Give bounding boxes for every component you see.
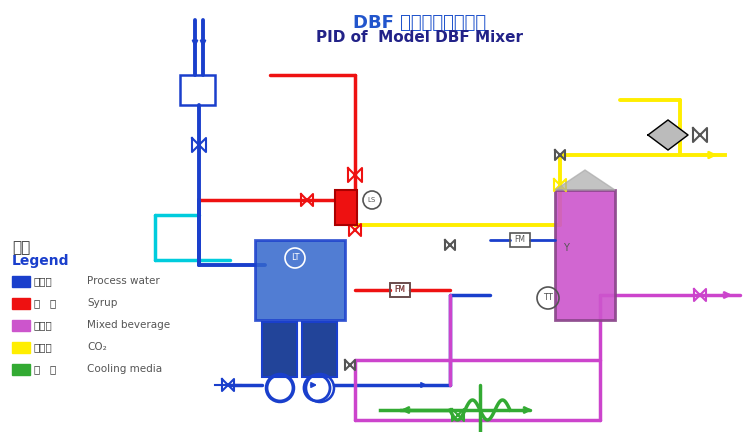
Bar: [12, 276, 30, 287]
Text: CO₂: CO₂: [87, 342, 106, 352]
Bar: [255, 240, 345, 320]
Text: Process water: Process water: [87, 276, 160, 286]
Text: 碳酸气: 碳酸气: [34, 342, 53, 352]
Text: 混合液: 混合液: [34, 320, 53, 330]
Bar: [12, 364, 30, 375]
Bar: [302, 322, 337, 377]
Text: PID of  Model DBF Mixer: PID of Model DBF Mixer: [316, 30, 524, 45]
Text: Mixed beverage: Mixed beverage: [87, 320, 170, 330]
Text: Y: Y: [563, 243, 569, 253]
Text: 冷   媒: 冷 媒: [34, 364, 56, 374]
Bar: [390, 283, 410, 297]
Bar: [262, 322, 297, 377]
Text: 无菌水: 无菌水: [34, 276, 53, 286]
Bar: [12, 320, 30, 331]
Text: FM: FM: [514, 235, 526, 245]
Text: LT: LT: [291, 254, 299, 263]
Bar: [12, 298, 30, 309]
Bar: [12, 342, 30, 353]
Text: LS: LS: [368, 197, 376, 203]
Text: 糖   浆: 糖 浆: [34, 298, 56, 308]
Text: Syrup: Syrup: [87, 298, 117, 308]
Bar: [180, 75, 215, 105]
Polygon shape: [648, 120, 688, 150]
Text: TT: TT: [543, 293, 553, 302]
Bar: [555, 190, 615, 320]
Bar: [510, 233, 530, 247]
Bar: [335, 190, 357, 225]
Text: FM: FM: [394, 286, 406, 295]
Text: 图例: 图例: [12, 240, 30, 255]
Bar: [390, 283, 410, 297]
Text: FM: FM: [394, 286, 406, 295]
Text: DBF 混合机工作流程图: DBF 混合机工作流程图: [353, 14, 487, 32]
Text: Legend: Legend: [12, 254, 70, 268]
Polygon shape: [555, 170, 615, 190]
Text: Cooling media: Cooling media: [87, 364, 162, 374]
